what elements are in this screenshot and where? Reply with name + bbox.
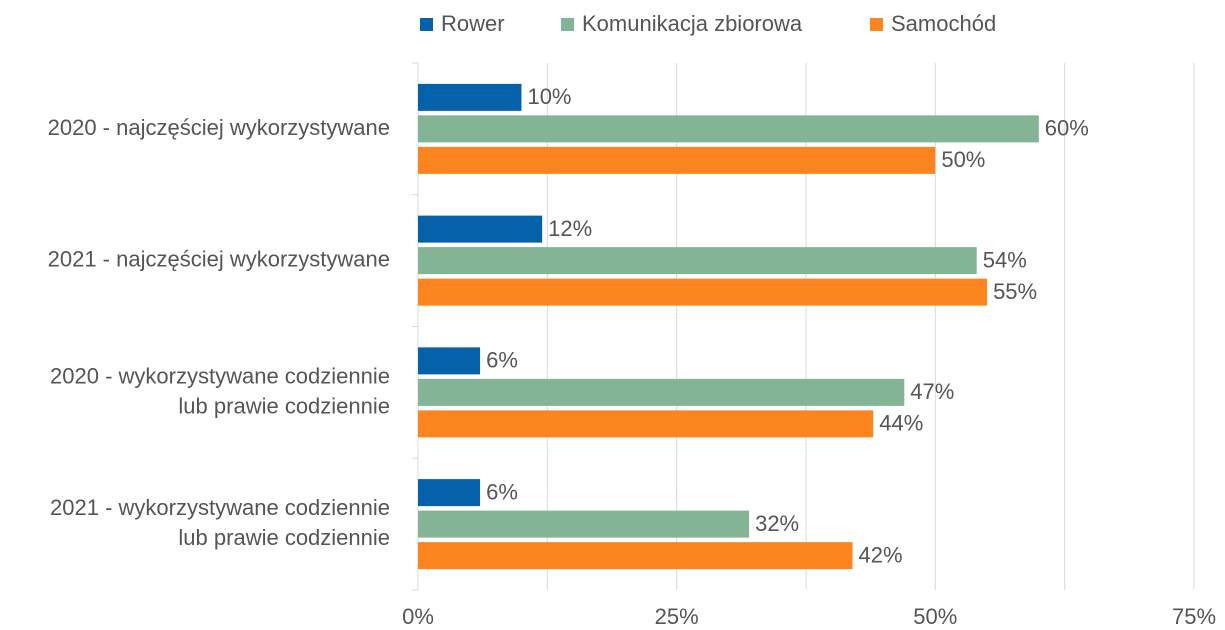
y-tick-label-line: lub prawie codziennie [178,393,390,418]
legend-swatch [420,18,433,31]
y-tick-label: 2020 - najczęściej wykorzystywane [48,115,390,140]
data-label: 12% [548,216,592,241]
x-tick-label: 25% [655,604,699,629]
x-tick-label: 0% [402,604,434,629]
y-tick-label: 2021 - wykorzystywane codziennie lub praw… [50,495,390,550]
data-label: 50% [941,147,985,172]
bar [418,146,936,174]
x-tick-label: 50% [913,604,957,629]
legend-swatch [561,18,574,31]
y-tick-label: 2021 - najczęściej wykorzystywane [48,246,390,271]
data-label: 47% [910,379,954,404]
legend-swatch [870,18,883,31]
bar [418,378,905,406]
legend-label: Rower [441,11,505,36]
legend-label: Komunikacja zbiorowa [582,11,803,36]
data-label: 32% [755,511,799,536]
y-tick-label-line: lub prawie codziennie [178,525,390,550]
data-label: 6% [486,348,518,373]
y-tick-label-line: 2021 - wykorzystywane codziennie [50,495,390,520]
bar [418,115,1039,143]
bar [418,247,977,275]
data-label: 10% [527,84,571,109]
y-tick-label-line: 2020 - wykorzystywane codziennie [50,363,390,388]
bar [418,278,988,306]
data-label: 54% [983,247,1027,272]
data-label: 6% [486,479,518,504]
x-tick-label: 75% [1172,604,1216,629]
data-label: 44% [879,411,923,436]
bar [418,542,853,570]
y-tick-label-line: 2021 - najczęściej wykorzystywane [48,246,390,271]
legend-label: Samochód [891,11,996,36]
bar [418,347,481,375]
y-tick-label: 2020 - wykorzystywane codziennie lub praw… [50,363,390,418]
data-label: 42% [859,542,903,567]
bar [418,215,543,243]
data-label: 60% [1045,116,1089,141]
bar [418,479,481,507]
bar [418,510,750,538]
bar [418,410,874,438]
data-label: 55% [993,279,1037,304]
bar [418,83,522,111]
y-tick-label-line: 2020 - najczęściej wykorzystywane [48,115,390,140]
